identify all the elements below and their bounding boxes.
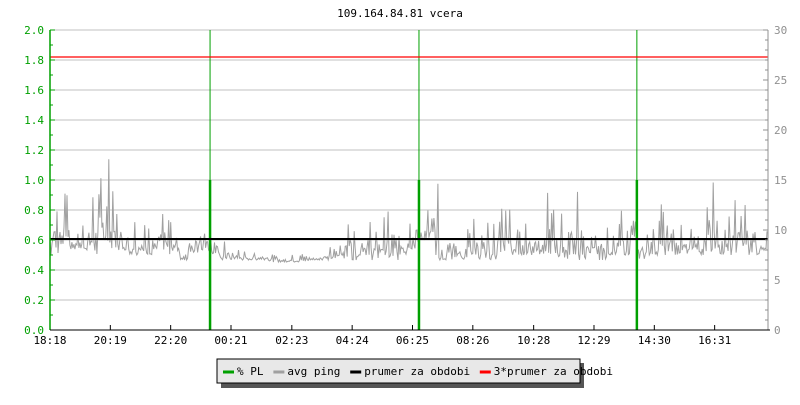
left-tick-label: 0.4 (24, 264, 44, 277)
x-tick-label: 10:28 (517, 334, 550, 347)
right-tick-label: 0 (774, 324, 781, 337)
left-tick-label: 1.4 (24, 114, 44, 127)
legend-label-2: prumer za obdobi (364, 365, 470, 378)
legend-label-0: % PL (237, 365, 264, 378)
left-tick-label: 0.2 (24, 294, 44, 307)
x-tick-label: 00:21 (214, 334, 247, 347)
x-tick-label: 02:23 (275, 334, 308, 347)
grid (50, 29, 768, 301)
right-tick-label: 30 (774, 24, 787, 37)
x-tick-label: 04:24 (336, 334, 369, 347)
left-tick-label: 1.8 (24, 54, 44, 67)
x-tick-label: 06:25 (396, 334, 429, 347)
legend: % PL avg ping prumer za obdobi 3*prumer za … (216, 358, 613, 388)
x-tick-label: 08:26 (456, 334, 489, 347)
x-tick-label: 22:20 (154, 334, 187, 347)
x-tick-label: 16:31 (698, 334, 731, 347)
x-tick-label: 14:30 (638, 334, 671, 347)
legend-label-3: 3*prumer za obdobi (494, 365, 613, 378)
right-tick-label: 25 (774, 74, 787, 87)
left-tick-label: 2.0 (24, 24, 44, 37)
avg-ping-series (49, 159, 768, 264)
legend-label-1: avg ping (287, 365, 340, 378)
left-tick-label: 0.6 (24, 234, 44, 247)
left-tick-label: 1.6 (24, 84, 44, 97)
right-tick-label: 15 (774, 174, 787, 187)
left-tick-label: 0.8 (24, 204, 44, 217)
right-tick-label: 20 (774, 124, 787, 137)
x-tick-label: 20:19 (94, 334, 127, 347)
left-tick-label: 1.2 (24, 144, 44, 157)
right-tick-label: 10 (774, 224, 787, 237)
right-tick-label: 5 (774, 274, 781, 287)
x-tick-label: 12:29 (577, 334, 610, 347)
left-tick-label: 0.0 (24, 324, 44, 337)
x-tick-label: 18:18 (33, 334, 66, 347)
axes: 0.0 0.2 0.4 0.6 0.8 1.0 1.2 1.4 1.6 1.8 2.0 0 5 10 15 2… (24, 24, 787, 347)
reference-lines (50, 30, 768, 330)
left-tick-label: 1.0 (24, 174, 44, 187)
chart-title: 109.164.84.81 vcera (337, 7, 463, 20)
avg-ping-line (49, 159, 768, 264)
